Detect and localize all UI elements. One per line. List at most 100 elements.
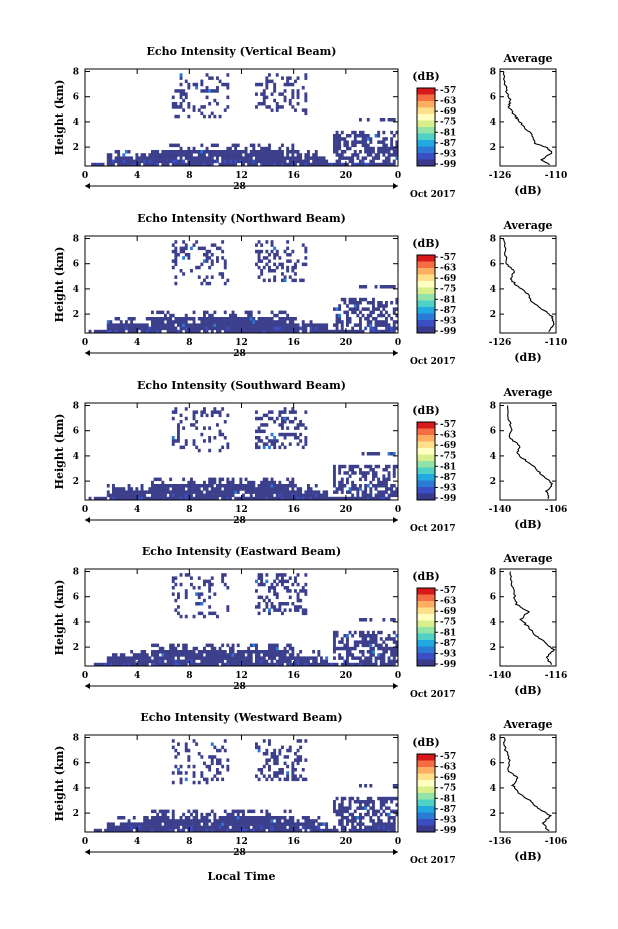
- heatmap-cell: [273, 825, 277, 830]
- colorbar-segment: [417, 281, 435, 288]
- heatmap-cell: [140, 156, 144, 160]
- heatmap-cell: [392, 326, 396, 331]
- heatmap-cell: [249, 162, 253, 167]
- heatmap-cell: [275, 662, 279, 667]
- heatmap-cell: [226, 320, 230, 324]
- heatmap-cell: [247, 487, 251, 491]
- heatmap-cell: [257, 310, 261, 315]
- heatmap-cell: [190, 656, 193, 660]
- heatmap-cell: [200, 592, 204, 596]
- heatmap-cell: [208, 162, 212, 167]
- heatmap-cell: [281, 426, 284, 430]
- heatmap-cell: [359, 297, 362, 302]
- heatmap-cell: [127, 159, 131, 164]
- heatmap-cell: [249, 819, 253, 823]
- date-arrow-head: [85, 350, 90, 356]
- heatmap-cell: [236, 825, 240, 830]
- heatmap-cell: [257, 416, 261, 421]
- heatmap-cell: [351, 822, 355, 826]
- heatmap-cell: [252, 662, 256, 667]
- heatmap-cell: [231, 329, 235, 334]
- heatmap-cell: [382, 153, 386, 157]
- heatmap-cell: [119, 656, 123, 660]
- colorbar-tick-label: -57: [440, 86, 456, 96]
- heatmap-cell: [307, 822, 310, 826]
- heatmap-cell: [119, 653, 123, 657]
- heatmap-cell: [216, 259, 219, 263]
- heatmap-cell: [273, 439, 277, 443]
- heatmap-cell: [169, 156, 173, 160]
- heatmap-cell: [148, 819, 152, 823]
- heatmap-cell: [114, 326, 118, 331]
- heatmap-cell: [119, 493, 123, 498]
- heatmap-cell: [210, 153, 214, 157]
- heatmap-cell: [203, 323, 206, 327]
- heatmap-cell: [158, 487, 162, 491]
- heatmap-cell: [203, 407, 206, 411]
- heatmap-cell: [260, 92, 264, 96]
- heatmap-cell: [226, 477, 230, 482]
- heatmap-cell: [171, 809, 175, 814]
- heatmap-cell: [335, 796, 339, 801]
- heatmap-cell: [268, 484, 271, 488]
- heatmap-cell: [275, 265, 279, 270]
- heatmap-cell: [296, 758, 300, 762]
- profile-x-tick-label: -140: [489, 671, 512, 681]
- heatmap-cell: [273, 150, 277, 154]
- heatmap-cell: [296, 828, 300, 833]
- heatmap-cell: [335, 317, 339, 321]
- heatmap-cell: [265, 480, 269, 485]
- heatmap-cell: [392, 646, 396, 651]
- heatmap-cell: [226, 86, 230, 90]
- heatmap-cell: [283, 487, 287, 491]
- heatmap-cell: [242, 816, 245, 820]
- heatmap-cell: [192, 310, 196, 315]
- heatmap-cell: [353, 640, 357, 644]
- heatmap-cell: [304, 589, 308, 593]
- heatmap-cell: [346, 662, 349, 667]
- heatmap-cell: [374, 156, 378, 160]
- heatmap-cell: [288, 745, 292, 750]
- heatmap-cell: [291, 146, 295, 151]
- heatmap-cell: [127, 484, 131, 488]
- heatmap-cell: [265, 262, 269, 267]
- heatmap-cell: [177, 771, 180, 775]
- profile-unit: (dB): [514, 351, 541, 364]
- heatmap-cell: [348, 329, 352, 334]
- heatmap-cell: [304, 825, 308, 830]
- heatmap-cell: [158, 828, 162, 833]
- heatmap-cell: [275, 653, 279, 657]
- x-tick-label: 20: [340, 837, 353, 847]
- date-arrow-head: [393, 517, 398, 523]
- heatmap-cell: [265, 602, 269, 606]
- heatmap-cell: [335, 662, 339, 667]
- heatmap-cell: [304, 98, 308, 103]
- heatmap-cell: [379, 313, 383, 318]
- heatmap-cell: [356, 156, 360, 160]
- heatmap-cell: [379, 659, 383, 664]
- heatmap-cell: [226, 643, 230, 648]
- heatmap-cell: [187, 86, 191, 90]
- heatmap-cell: [299, 774, 303, 778]
- x-tick-label: 16: [287, 505, 300, 515]
- heatmap-cell: [299, 656, 303, 660]
- heatmap-cell: [361, 496, 365, 501]
- heatmap-cell: [192, 442, 196, 446]
- colorbar-segment: [417, 274, 435, 282]
- heatmap-cell: [130, 662, 134, 667]
- heatmap-cell: [221, 653, 225, 657]
- heatmap-cell: [197, 153, 201, 157]
- heatmap-cell: [301, 496, 305, 501]
- day-label: 28: [233, 682, 246, 692]
- heatmap-cell: [122, 323, 126, 327]
- heatmap-cell: [283, 310, 287, 315]
- heatmap-cell: [335, 323, 339, 327]
- heatmap-cell: [171, 650, 175, 654]
- heatmap-cell: [205, 159, 209, 164]
- heatmap-cell: [223, 317, 227, 321]
- heatmap-cell: [359, 656, 362, 660]
- heatmap-cell: [268, 774, 271, 778]
- heatmap-cell: [234, 143, 238, 148]
- heatmap-cell: [260, 828, 264, 833]
